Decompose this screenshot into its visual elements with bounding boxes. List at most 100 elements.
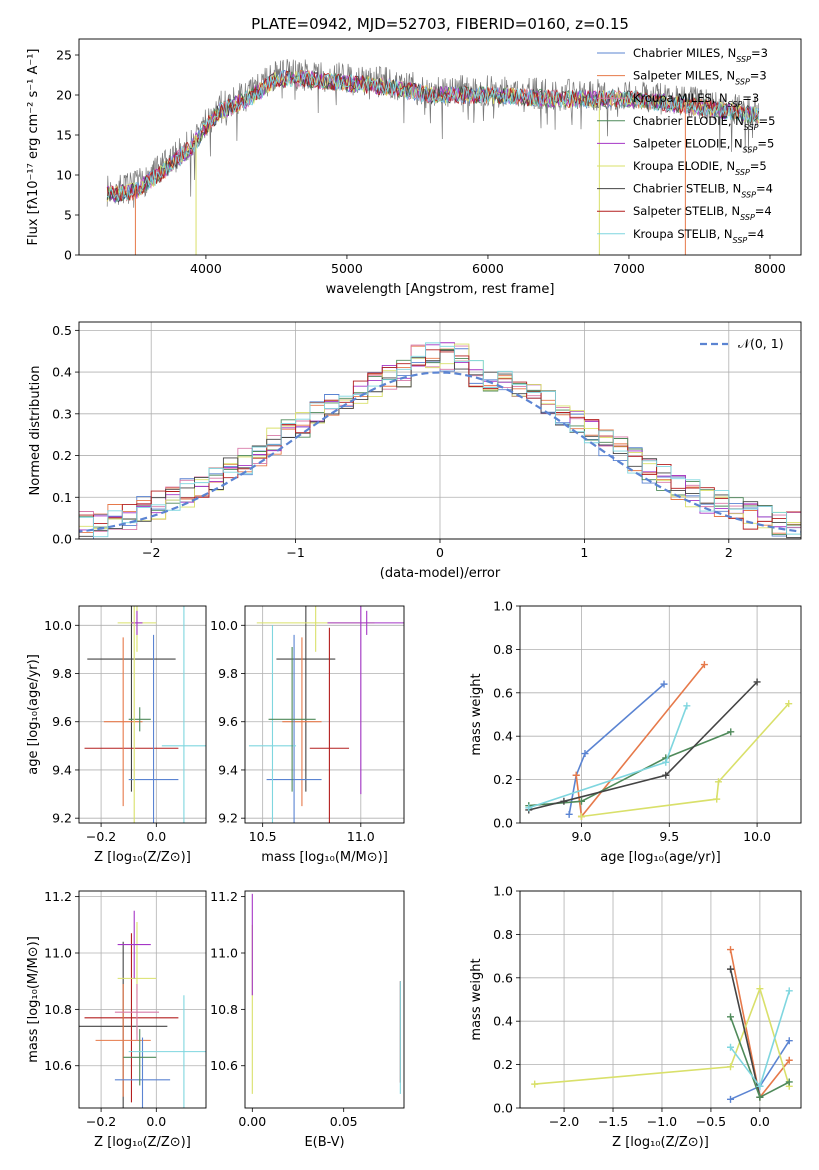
residuals-axes: −2 −1 0 1 2 0.0 0.1 0.2 0.3 0.4 0.5 (data-model)/er… — [28, 321, 802, 581]
age-vs-Z-xlabel: Z [log₁₀(Z/Z⊙)] — [94, 850, 191, 865]
residual-hist-kroupa-stelib — [79, 342, 801, 538]
age-vs-Z-ytick-label: 9.6 — [52, 714, 72, 729]
spectrum-ytick-label: 10 — [56, 168, 72, 183]
weight-vs-age-point — [785, 700, 793, 708]
weight-vs-Z-point — [785, 1037, 793, 1045]
residuals-xtick-label: 0 — [436, 545, 444, 560]
residuals-ylabel: Normed distribution — [28, 366, 43, 496]
spectrum-xtick-label: 5000 — [331, 261, 363, 276]
age-vs-mass-xtick-label: 11.0 — [347, 829, 375, 844]
mass-vs-EBV-xlabel: E(B-V) — [304, 1135, 344, 1150]
weight-vs-age-series-chabrier-stelib — [528, 681, 758, 811]
legend-entry: Chabrier STELIB, NSSP=4 — [633, 182, 773, 200]
plots: 4000 5000 6000 7000 80000510152025wavelength… — [26, 38, 802, 1150]
legend-entry: Salpeter MILES, NSSP=3 — [633, 69, 767, 87]
spectrum-model-kroupa-stelib — [106, 69, 760, 201]
residuals-ytick-label: 0.4 — [52, 365, 72, 380]
spectrum-ytick-label: 20 — [56, 88, 72, 103]
legend-entry: Salpeter ELODIE, NSSP=5 — [633, 136, 774, 154]
weight-vs-Z-point — [727, 1043, 735, 1051]
residuals-ytick-label: 0.3 — [52, 406, 72, 421]
weight-vs-age-point — [662, 771, 670, 779]
weight-vs-age-xlabel: age [log₁₀(age/yr)] — [600, 850, 721, 865]
weight-vs-age-xtick-label: 10.0 — [743, 829, 771, 844]
age-vs-mass-xtick-label: 10.5 — [249, 829, 277, 844]
age-vs-Z-axes: −0.2 0.0 9.2 9.4 9.6 9.8 10.0 Z [log₁₀(Z/Z⊙)] ag… — [26, 605, 207, 865]
spectrum-model-salpeter-stelib — [106, 70, 760, 202]
spectrum-xtick-label: 8000 — [754, 261, 786, 276]
figure-title: PLATE=0942, MJD=52703, FIBERID=0160, z=0… — [251, 15, 629, 33]
spectrum-ytick-label: 25 — [56, 48, 72, 63]
residuals-ytick-label: 0.5 — [52, 323, 72, 338]
mass-vs-EBV-ytick-label: 10.6 — [210, 1058, 238, 1073]
weight-vs-age-point — [662, 758, 670, 766]
spectrum-ylabel: Flux [fλ10⁻¹⁷ erg cm⁻² s⁻¹ A⁻¹] — [26, 49, 41, 246]
weight-vs-Z-xtick-label: −2.0 — [549, 1114, 579, 1129]
age-vs-mass-ytick-label: 9.2 — [218, 811, 238, 826]
spectrum-legend: Chabrier MILES, NSSP=3 Salpeter MILES, NS… — [597, 46, 775, 244]
age-vs-mass-xlabel: mass [log₁₀(M/M⊙)] — [261, 850, 388, 865]
weight-vs-age-series-kroupa-stelib — [528, 705, 688, 809]
legend-entry: 𝒩(0, 1) — [738, 336, 784, 351]
spectrum-ytick-label: 0 — [64, 248, 72, 263]
mass-vs-Z-xtick-label: −0.2 — [86, 1114, 116, 1129]
mass-vs-Z-xlabel: Z [log₁₀(Z/Z⊙)] — [94, 1135, 191, 1150]
residuals-xlabel: (data-model)/error — [380, 566, 501, 581]
age-vs-Z-frame — [78, 605, 207, 824]
weight-vs-Z-point — [756, 1093, 764, 1101]
weight-vs-Z-point — [756, 1082, 764, 1090]
weight-vs-age-point — [560, 797, 568, 805]
weight-vs-age-frame — [519, 605, 802, 824]
age-vs-Z-ytick-label: 9.2 — [52, 811, 72, 826]
weight-vs-age-ytick-label: 0.2 — [493, 772, 513, 787]
mass-vs-EBV-ytick-label: 11.2 — [210, 889, 238, 904]
weight-vs-Z-xtick-label: 0.0 — [750, 1114, 770, 1129]
spectrum-ytick-label: 5 — [64, 208, 72, 223]
residual-hist-chabrier-stelib — [79, 350, 801, 539]
residuals-frame — [78, 321, 802, 540]
age-vs-Z-ytick-label: 10.0 — [44, 618, 72, 633]
weight-vs-Z-point — [727, 1013, 735, 1021]
weight-vs-Z-point — [727, 1095, 735, 1103]
spectrum-ytick-label: 15 — [56, 128, 72, 143]
mass-vs-EBV-frame — [244, 890, 405, 1109]
weight-vs-Z-ytick-label: 0.2 — [493, 1057, 513, 1072]
age-vs-mass-axes: 10.5 11.0 9.2 9.4 9.6 9.8 10.0 mass [log₁₀(M/M⊙… — [210, 605, 405, 865]
residuals-xtick-label: −1 — [286, 545, 304, 560]
weight-vs-Z-xtick-label: −0.5 — [696, 1114, 726, 1129]
mass-vs-Z-ytick-label: 10.6 — [44, 1058, 72, 1073]
residuals-ytick-label: 0.1 — [52, 490, 72, 505]
weight-vs-age-xtick-label: 9.5 — [659, 829, 679, 844]
weight-vs-Z-point — [756, 985, 764, 993]
age-vs-mass-ytick-label: 9.8 — [218, 666, 238, 681]
spectrum-plot-area — [106, 59, 760, 255]
spectrum-xtick-label: 6000 — [472, 261, 504, 276]
residuals-xtick-label: −2 — [142, 545, 160, 560]
legend-entry: Kroupa ELODIE, NSSP=5 — [633, 159, 767, 177]
weight-vs-age-point — [660, 680, 668, 688]
residual-hist-salpeter-stelib — [79, 349, 801, 539]
weight-vs-age-axes: 9.0 9.5 10.0 0.0 0.2 0.4 0.6 0.8 1.0 age [log₁₀(a… — [469, 599, 802, 865]
spectrum-xlabel: wavelength [Angstrom, rest frame] — [326, 282, 555, 297]
weight-vs-age-point — [713, 795, 721, 803]
weight-vs-age-plot-area — [525, 661, 793, 820]
age-vs-Z-ylabel: age [log₁₀(age/yr)] — [26, 654, 41, 775]
age-vs-mass-frame — [244, 605, 405, 824]
weight-vs-age-ytick-label: 0.0 — [493, 816, 513, 831]
age-vs-Z-ytick-label: 9.8 — [52, 666, 72, 681]
residuals-plot-area — [79, 342, 801, 539]
weight-vs-age-series-kroupa-elodie — [581, 703, 790, 818]
weight-vs-Z-point — [727, 965, 735, 973]
mass-vs-EBV-xtick-label: 0.05 — [330, 1114, 358, 1129]
mass-vs-Z-ytick-label: 11.0 — [44, 946, 72, 961]
weight-vs-Z-point — [785, 987, 793, 995]
age-vs-mass-plot-area — [248, 606, 404, 823]
weight-vs-age-point — [525, 804, 533, 812]
weight-vs-Z-point — [785, 1056, 793, 1064]
age-vs-mass-ytick-label: 10.0 — [210, 618, 238, 633]
residuals-xtick-label: 1 — [580, 545, 588, 560]
weight-vs-age-point — [572, 771, 580, 779]
weight-vs-age-ytick-label: 0.4 — [493, 729, 513, 744]
spectrum-model-chabrier-stelib — [106, 69, 760, 203]
